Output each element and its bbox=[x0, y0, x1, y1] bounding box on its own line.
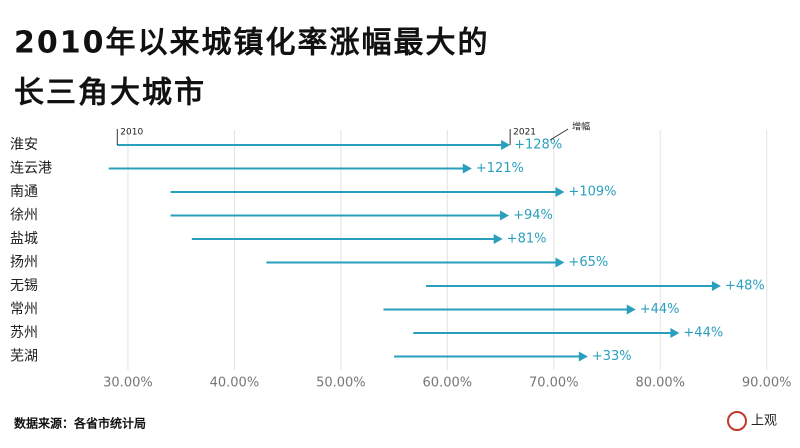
value-label: +109% bbox=[568, 185, 616, 200]
category-label: 苏州 bbox=[10, 325, 38, 341]
x-tick-label: 40.00% bbox=[210, 376, 260, 391]
x-tick-label: 30.00% bbox=[103, 376, 153, 391]
x-tick-label: 90.00% bbox=[742, 376, 792, 391]
series-label: 2021 bbox=[513, 128, 536, 138]
annotation: 增幅 bbox=[572, 121, 590, 133]
category-label: 无锡 bbox=[10, 278, 38, 294]
source: 数据来源：各省市统计局 bbox=[14, 416, 146, 431]
category-label: 芜湖 bbox=[10, 348, 38, 365]
annotation-pointer bbox=[549, 128, 569, 141]
logo: 上观 bbox=[751, 414, 777, 429]
value-label: +44% bbox=[640, 302, 680, 317]
arrow-head bbox=[493, 234, 503, 244]
x-tick-label: 70.00% bbox=[529, 376, 579, 391]
value-label: +81% bbox=[507, 232, 547, 247]
arrow-head bbox=[462, 163, 472, 174]
value-label: +121% bbox=[476, 161, 524, 176]
category-label: 南通 bbox=[10, 184, 38, 200]
value-label: +33% bbox=[592, 349, 632, 364]
x-tick-label: 50.00% bbox=[316, 376, 366, 391]
series-label: 2010 bbox=[120, 128, 143, 138]
value-label: +44% bbox=[683, 326, 723, 341]
value-label: +128% bbox=[514, 138, 562, 153]
value-label: +65% bbox=[568, 255, 608, 270]
arrow-head bbox=[670, 328, 680, 338]
category-label: 常州 bbox=[10, 302, 38, 318]
arrow-head bbox=[555, 257, 565, 268]
category-label: 扬州 bbox=[10, 255, 38, 271]
category-label: 淮安 bbox=[10, 137, 38, 153]
logo-icon bbox=[727, 411, 747, 431]
category-label: 徐州 bbox=[10, 208, 38, 224]
arrow-head bbox=[500, 210, 510, 221]
x-tick-label: 60.00% bbox=[423, 376, 473, 391]
value-label: +48% bbox=[725, 279, 765, 294]
arrow-head bbox=[711, 281, 721, 291]
value-label: +94% bbox=[513, 208, 553, 223]
category-label: 连云港 bbox=[10, 161, 52, 177]
chart-title: 2010年以来城镇化率涨幅最大的 bbox=[14, 26, 490, 61]
category-label: 盐城 bbox=[10, 231, 38, 247]
arrow-head bbox=[578, 351, 588, 362]
chart-title: 长三角大城市 bbox=[14, 76, 206, 111]
arrow-head bbox=[626, 304, 636, 315]
x-tick-label: 80.00% bbox=[635, 376, 685, 391]
arrow-head bbox=[555, 187, 565, 197]
arrow-head bbox=[501, 140, 511, 150]
